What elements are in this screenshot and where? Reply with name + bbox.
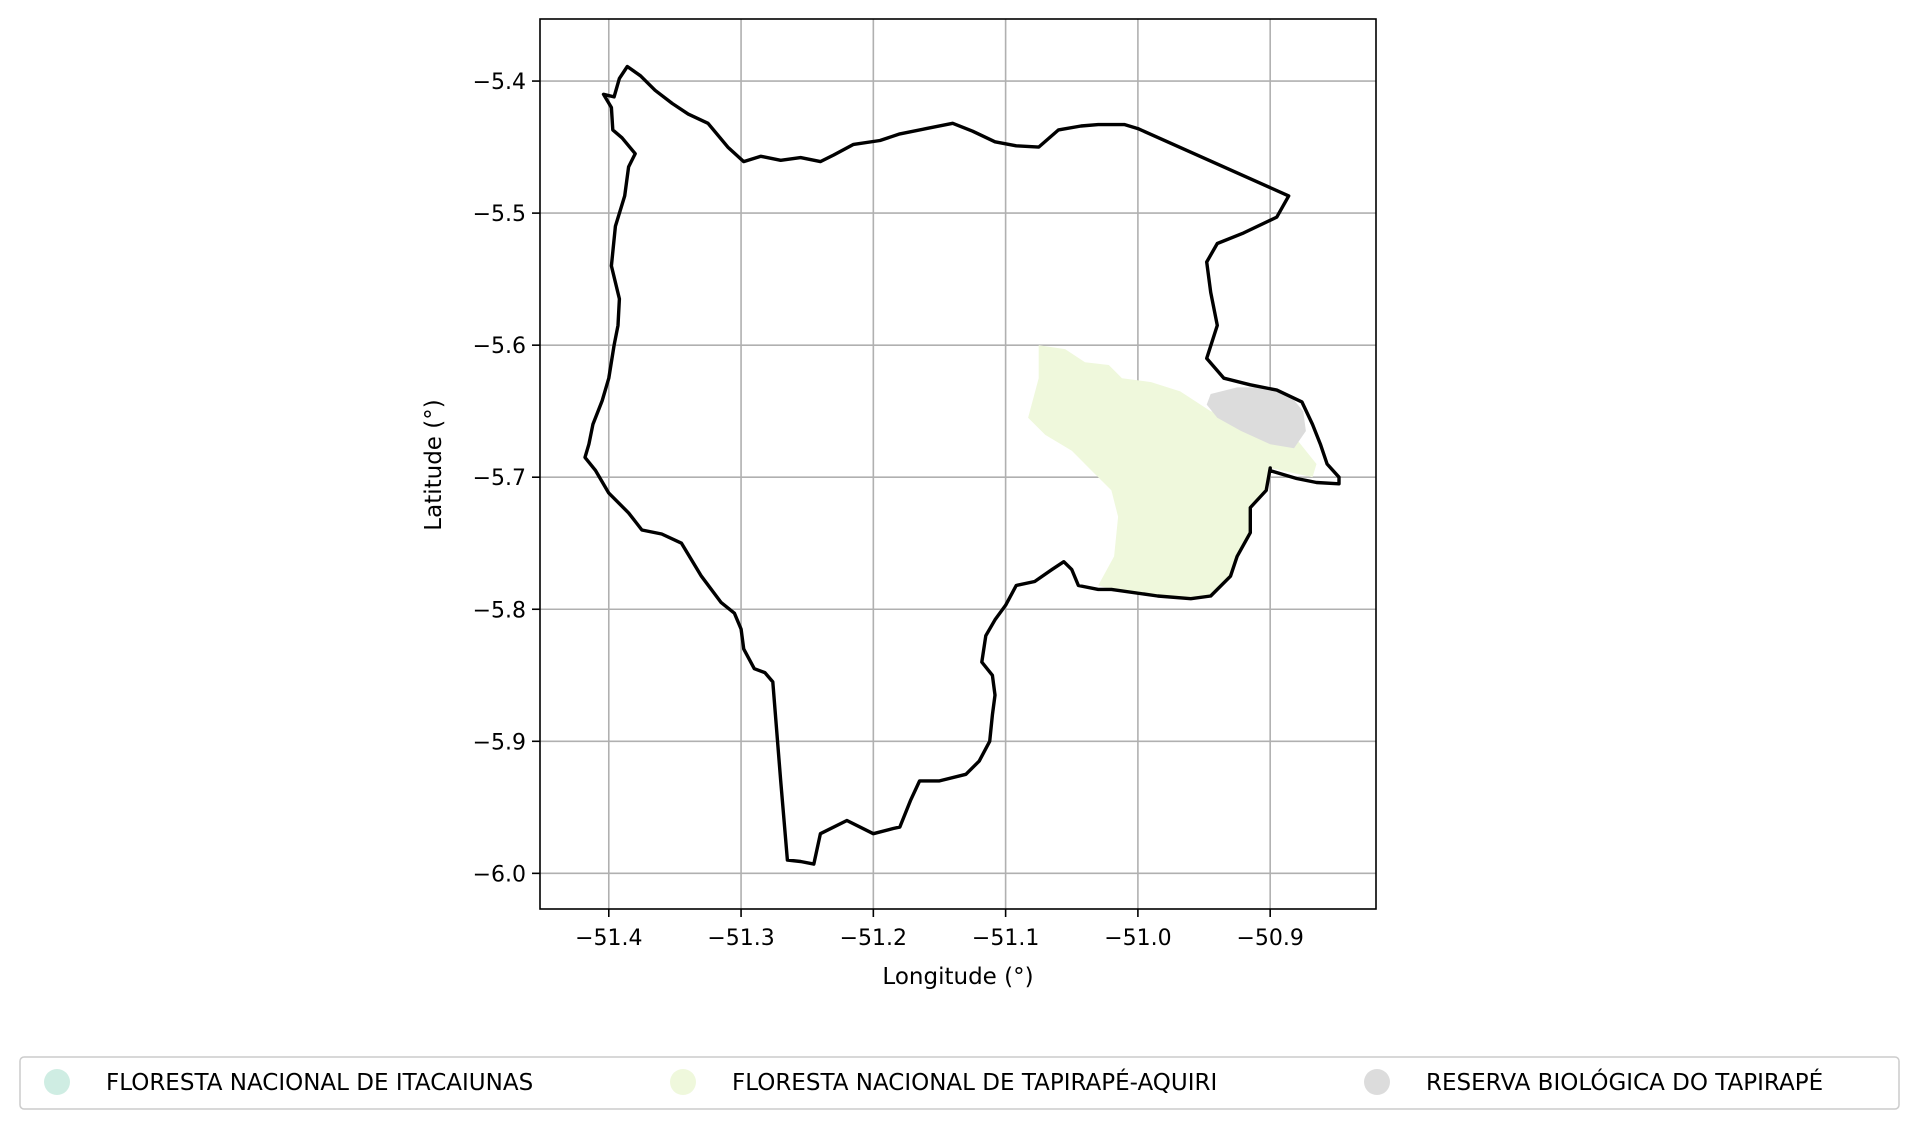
plot-frame — [539, 18, 1377, 910]
boundary-outline — [583, 64, 1341, 866]
y-tick-label: −5.4 — [473, 70, 526, 95]
y-tick-label: −5.6 — [473, 334, 526, 359]
y-tick-label: −5.8 — [473, 598, 526, 623]
legend-marker-tapirape-aquiri — [670, 1069, 696, 1095]
x-tick-label: −51.0 — [1104, 926, 1171, 951]
legend-label-reserva-tapirape: RESERVA BIOLÓGICA DO TAPIRAPÉ — [1426, 1068, 1823, 1096]
legend-marker-reserva-tapirape — [1364, 1069, 1390, 1095]
legend: FLORESTA NACIONAL DE ITACAIUNAS FLORESTA… — [19, 1056, 1900, 1110]
y-axis-label: Latitude (°) — [421, 399, 447, 530]
x-tick-label: −51.2 — [840, 926, 907, 951]
x-tick-label: −51.3 — [707, 926, 774, 951]
protected-areas — [1028, 345, 1317, 599]
y-axis-ticks: −5.4 −5.5 −5.6 −5.7 −5.8 −5.9 −6.0 — [473, 70, 540, 887]
x-tick-label: −50.9 — [1236, 926, 1303, 951]
y-tick-label: −6.0 — [473, 862, 526, 887]
legend-marker-itacaiunas — [44, 1069, 70, 1095]
area-tapirape-aquiri — [1028, 345, 1317, 599]
legend-frame — [19, 1056, 1900, 1110]
x-tick-label: −51.1 — [972, 926, 1039, 951]
legend-label-tapirape-aquiri: FLORESTA NACIONAL DE TAPIRAPÉ-AQUIRI — [732, 1068, 1217, 1096]
x-axis-label: Longitude (°) — [882, 964, 1033, 990]
x-tick-label: −51.4 — [575, 926, 642, 951]
legend-label-itacaiunas: FLORESTA NACIONAL DE ITACAIUNAS — [106, 1070, 533, 1096]
y-tick-label: −5.9 — [473, 730, 526, 755]
y-tick-label: −5.5 — [473, 202, 526, 227]
area-reserva-tapirape — [1206, 387, 1306, 449]
x-axis-ticks: −51.4 −51.3 −51.2 −51.1 −51.0 −50.9 — [575, 909, 1304, 951]
y-tick-label: −5.7 — [473, 466, 526, 491]
municipality-boundary — [583, 64, 1341, 866]
